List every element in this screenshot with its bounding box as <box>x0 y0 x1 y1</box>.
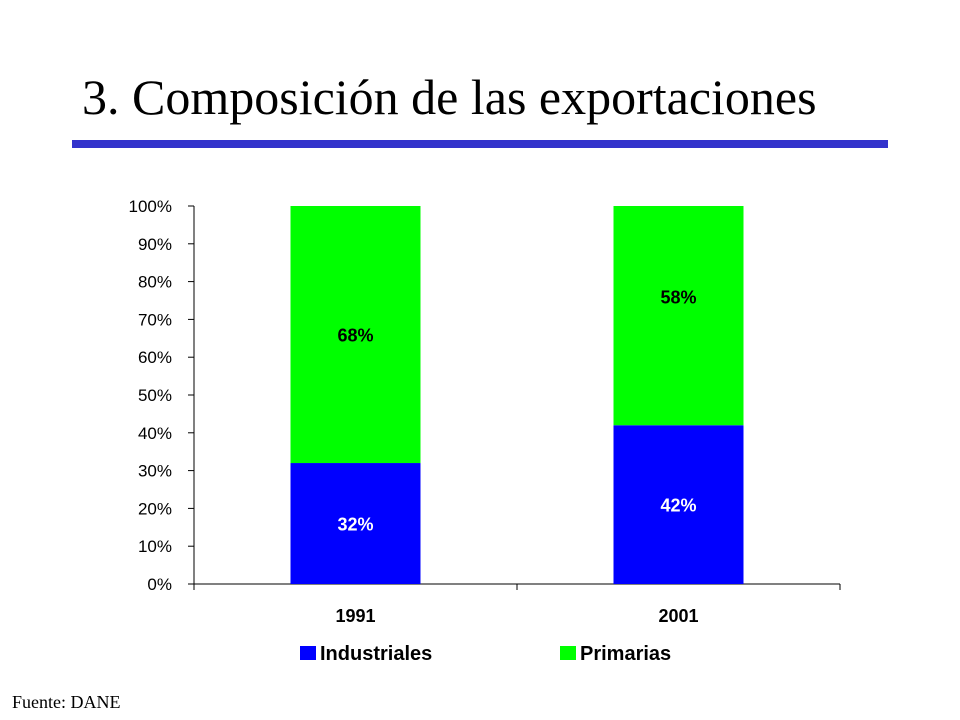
bar-primarias-2001 <box>613 206 744 426</box>
y-tick-label: 20% <box>138 499 172 518</box>
legend-label-primarias: Primarias <box>580 643 671 665</box>
x-tick-label: 2001 <box>658 606 698 626</box>
bar-industriales-1991 <box>290 463 421 584</box>
y-tick-label: 100% <box>129 197 172 216</box>
data-label: 58% <box>660 288 696 308</box>
y-tick-label: 50% <box>138 386 172 405</box>
data-label: 42% <box>660 496 696 516</box>
data-label: 32% <box>337 515 373 535</box>
y-tick-label: 30% <box>138 462 172 481</box>
y-tick-label: 0% <box>147 575 172 594</box>
source-note: Fuente: DANE <box>12 692 121 712</box>
title-rule <box>72 140 888 148</box>
bar-primarias-1991 <box>290 206 421 464</box>
y-tick-label: 90% <box>138 235 172 254</box>
x-tick-label: 1991 <box>335 606 375 626</box>
y-tick-label: 70% <box>138 310 172 329</box>
legend-swatch-industriales <box>300 646 316 660</box>
legend-label-industriales: Industriales <box>320 643 432 665</box>
data-label: 68% <box>337 326 373 346</box>
slide-title: 3. Composición de las exportaciones <box>82 69 817 125</box>
y-tick-label: 40% <box>138 424 172 443</box>
y-tick-label: 60% <box>138 348 172 367</box>
legend-swatch-primarias <box>560 646 576 660</box>
y-tick-label: 10% <box>138 537 172 556</box>
bar-industriales-2001 <box>613 425 744 584</box>
y-tick-label: 80% <box>138 273 172 292</box>
